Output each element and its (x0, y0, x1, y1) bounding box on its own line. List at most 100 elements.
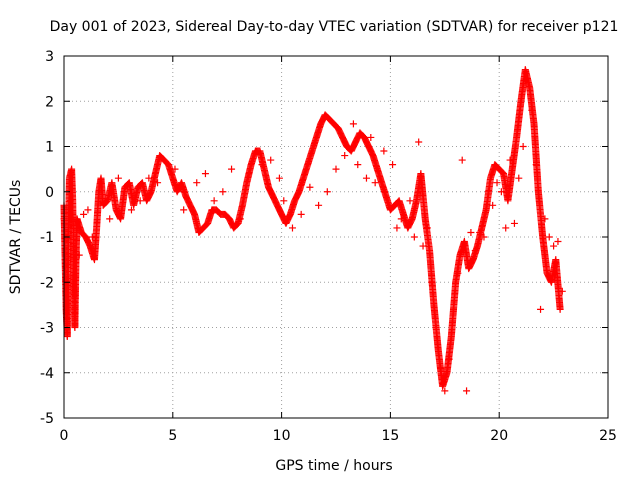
data-point (341, 152, 349, 160)
data-point (219, 188, 227, 196)
data-point (84, 206, 92, 214)
data-point (154, 179, 162, 187)
data-point (493, 179, 501, 187)
data-point (306, 183, 314, 191)
data-point (180, 206, 188, 214)
y-tick-label: 0 (45, 185, 54, 201)
data-point (245, 170, 253, 178)
data-points (60, 66, 566, 395)
data-point (537, 305, 545, 313)
x-tick-label: 25 (599, 428, 617, 444)
data-point (545, 233, 553, 241)
y-tick-label: -4 (40, 366, 54, 382)
x-tick-label: 15 (381, 428, 399, 444)
data-point (528, 106, 536, 114)
data-point (136, 197, 144, 205)
x-tick-label: 20 (490, 428, 508, 444)
data-point (228, 165, 236, 173)
grid (64, 56, 608, 418)
data-point (80, 210, 88, 218)
data-point (476, 228, 484, 236)
y-tick-label: 1 (45, 140, 54, 156)
data-point (67, 197, 75, 205)
y-tick-label: -1 (40, 230, 54, 246)
data-point (236, 215, 244, 223)
axis-ticks: 0 5 10 15 20 25 -5 -4 -3 -2 -1 0 1 2 3 (40, 49, 617, 444)
data-point (354, 161, 362, 169)
data-point (550, 242, 558, 250)
data-point (441, 387, 449, 395)
data-point (523, 75, 531, 83)
data-point (515, 174, 523, 182)
data-point (519, 143, 527, 150)
data-point (210, 197, 218, 205)
chart-title: Day 001 of 2023, Sidereal Day-to-day VTE… (50, 19, 619, 35)
data-point (541, 215, 549, 223)
data-point (510, 219, 518, 227)
data-point (489, 201, 497, 209)
data-point (406, 197, 414, 205)
data-point (432, 324, 440, 331)
data-point (127, 206, 135, 214)
data-point (410, 233, 418, 241)
data-point (362, 174, 370, 182)
data-point (106, 215, 114, 223)
data-point (467, 228, 475, 236)
data-point (471, 247, 479, 255)
data-point (267, 156, 275, 164)
x-axis-label: GPS time / hours (275, 458, 392, 474)
data-point (415, 138, 423, 146)
data-point (145, 174, 153, 182)
x-tick-label: 0 (60, 428, 69, 444)
data-point (423, 224, 431, 232)
data-point (323, 188, 331, 196)
data-point (484, 188, 492, 196)
y-tick-label: 3 (45, 49, 54, 65)
data-point (61, 256, 69, 264)
y-tick-label: 2 (45, 94, 54, 110)
data-point (450, 305, 458, 313)
data-point (171, 165, 179, 173)
y-tick-label: -2 (40, 275, 54, 291)
data-point (463, 387, 471, 395)
data-point (532, 161, 540, 169)
data-point (280, 197, 288, 205)
data-point (371, 179, 379, 187)
data-point (436, 364, 444, 372)
x-tick-label: 5 (168, 428, 177, 444)
data-point (506, 156, 514, 164)
data-point (480, 233, 488, 241)
data-point (75, 251, 83, 259)
data-point (554, 238, 562, 246)
data-point (419, 242, 427, 250)
data-point (258, 161, 266, 169)
data-point (458, 156, 466, 164)
data-point (88, 233, 96, 241)
data-point (349, 120, 357, 128)
data-point (556, 305, 564, 313)
data-point (389, 161, 397, 169)
data-point (201, 170, 209, 178)
data-point (275, 174, 283, 182)
data-point (332, 165, 340, 173)
data-point (193, 179, 201, 187)
data-point (558, 287, 566, 295)
y-axis-label: SDTVAR / TECUs (8, 180, 24, 295)
y-tick-label: -5 (40, 411, 54, 427)
data-point (454, 269, 462, 277)
x-tick-label: 10 (273, 428, 291, 444)
data-point (297, 210, 305, 218)
data-point (393, 224, 401, 232)
data-point (428, 278, 436, 286)
data-point (315, 201, 323, 209)
data-point (367, 133, 375, 141)
data-point (380, 147, 388, 155)
data-point (445, 355, 453, 363)
data-point (497, 188, 505, 196)
data-point (502, 224, 510, 232)
data-point (397, 215, 405, 223)
data-point (114, 174, 122, 182)
data-point (288, 224, 296, 232)
y-tick-label: -3 (40, 321, 54, 337)
